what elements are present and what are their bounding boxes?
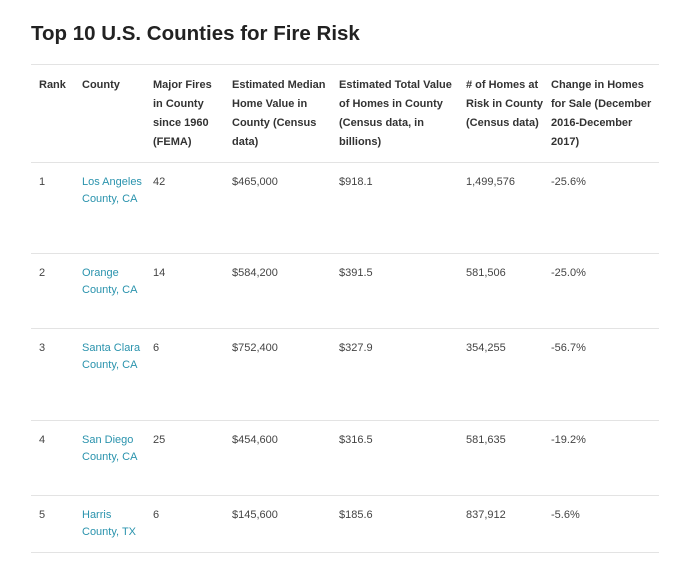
change-cell: -56.7% xyxy=(543,328,659,421)
column-header-median-home-value: Estimated Median Home Value in County (C… xyxy=(224,65,331,163)
median-value-cell: $584,200 xyxy=(224,253,331,329)
rank-cell: 1 xyxy=(31,162,74,254)
total-value-cell: $316.5 xyxy=(331,420,458,496)
county-cell: San Diego County, CA xyxy=(74,420,145,496)
table-row: 2 Orange County, CA 14 $584,200 $391.5 5… xyxy=(31,253,659,329)
table-row: 3 Santa Clara County, CA 6 $752,400 $327… xyxy=(31,328,659,421)
column-header-total-value: Estimated Total Value of Homes in County… xyxy=(331,65,458,163)
page-title: Top 10 U.S. Counties for Fire Risk xyxy=(31,22,360,45)
homes-at-risk-cell: 581,506 xyxy=(458,253,543,329)
column-header-county: County xyxy=(74,65,145,163)
total-value-cell: $327.9 xyxy=(331,328,458,421)
change-cell: -25.0% xyxy=(543,253,659,329)
county-cell: Santa Clara County, CA xyxy=(74,328,145,421)
column-header-change-for-sale: Change in Homes for Sale (December 2016-… xyxy=(543,65,659,163)
fire-risk-table: Rank County Major Fires in County since … xyxy=(31,65,659,553)
homes-at-risk-cell: 1,499,576 xyxy=(458,162,543,254)
table-row: 1 Los Angeles County, CA 42 $465,000 $91… xyxy=(31,162,659,254)
rank-cell: 5 xyxy=(31,495,74,553)
homes-at-risk-cell: 837,912 xyxy=(458,495,543,553)
total-value-cell: $918.1 xyxy=(331,162,458,254)
column-header-rank: Rank xyxy=(31,65,74,163)
county-link[interactable]: Harris County, TX xyxy=(82,509,137,538)
rank-cell: 4 xyxy=(31,420,74,496)
county-link[interactable]: Los Angeles County, CA xyxy=(82,176,142,205)
header-divider xyxy=(31,64,659,65)
county-cell: Harris County, TX xyxy=(74,495,145,553)
table-row: 5 Harris County, TX 6 $145,600 $185.6 83… xyxy=(31,495,659,553)
fires-cell: 6 xyxy=(145,495,224,553)
column-header-homes-at-risk: # of Homes at Risk in County (Census dat… xyxy=(458,65,543,163)
county-link[interactable]: Santa Clara County, CA xyxy=(82,342,141,371)
county-cell: Los Angeles County, CA xyxy=(74,162,145,254)
county-link[interactable]: Orange County, CA xyxy=(82,267,138,296)
fires-cell: 42 xyxy=(145,162,224,254)
county-link[interactable]: San Diego County, CA xyxy=(82,434,138,463)
median-value-cell: $465,000 xyxy=(224,162,331,254)
table-row: 4 San Diego County, CA 25 $454,600 $316.… xyxy=(31,420,659,496)
homes-at-risk-cell: 354,255 xyxy=(458,328,543,421)
change-cell: -19.2% xyxy=(543,420,659,496)
fires-cell: 14 xyxy=(145,253,224,329)
change-cell: -5.6% xyxy=(543,495,659,553)
rank-cell: 2 xyxy=(31,253,74,329)
median-value-cell: $752,400 xyxy=(224,328,331,421)
homes-at-risk-cell: 581,635 xyxy=(458,420,543,496)
column-header-major-fires: Major Fires in County since 1960 (FEMA) xyxy=(145,65,224,163)
median-value-cell: $145,600 xyxy=(224,495,331,553)
fires-cell: 25 xyxy=(145,420,224,496)
table-header-row: Rank County Major Fires in County since … xyxy=(31,65,659,163)
rank-cell: 3 xyxy=(31,328,74,421)
county-cell: Orange County, CA xyxy=(74,253,145,329)
change-cell: -25.6% xyxy=(543,162,659,254)
total-value-cell: $185.6 xyxy=(331,495,458,553)
fires-cell: 6 xyxy=(145,328,224,421)
total-value-cell: $391.5 xyxy=(331,253,458,329)
median-value-cell: $454,600 xyxy=(224,420,331,496)
